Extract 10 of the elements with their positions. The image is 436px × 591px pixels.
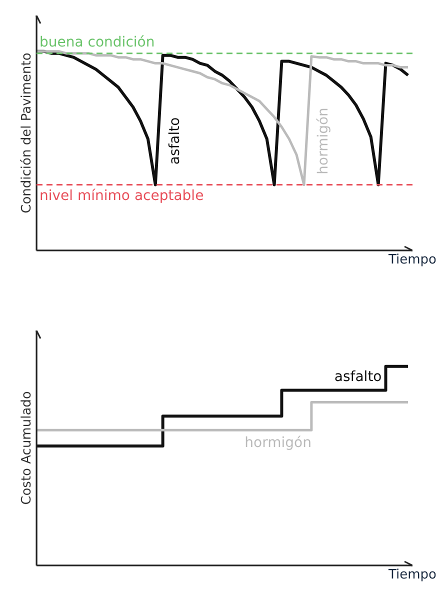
y-axis-title: Costo Acumulado: [20, 391, 34, 505]
text: asfalto: [166, 117, 183, 165]
series-label: hormigón: [244, 435, 312, 452]
ref-line-label: nivel mínimo aceptable: [40, 188, 204, 204]
x-axis-title: Tiempo: [387, 252, 436, 268]
y-axis-title: Condición del Pavimento: [20, 52, 34, 214]
text: hormigón: [315, 108, 332, 174]
ref-line-label: buena condición: [40, 34, 155, 50]
series-label: asfalto: [334, 369, 382, 386]
x-axis-title: Tiempo: [387, 568, 436, 582]
